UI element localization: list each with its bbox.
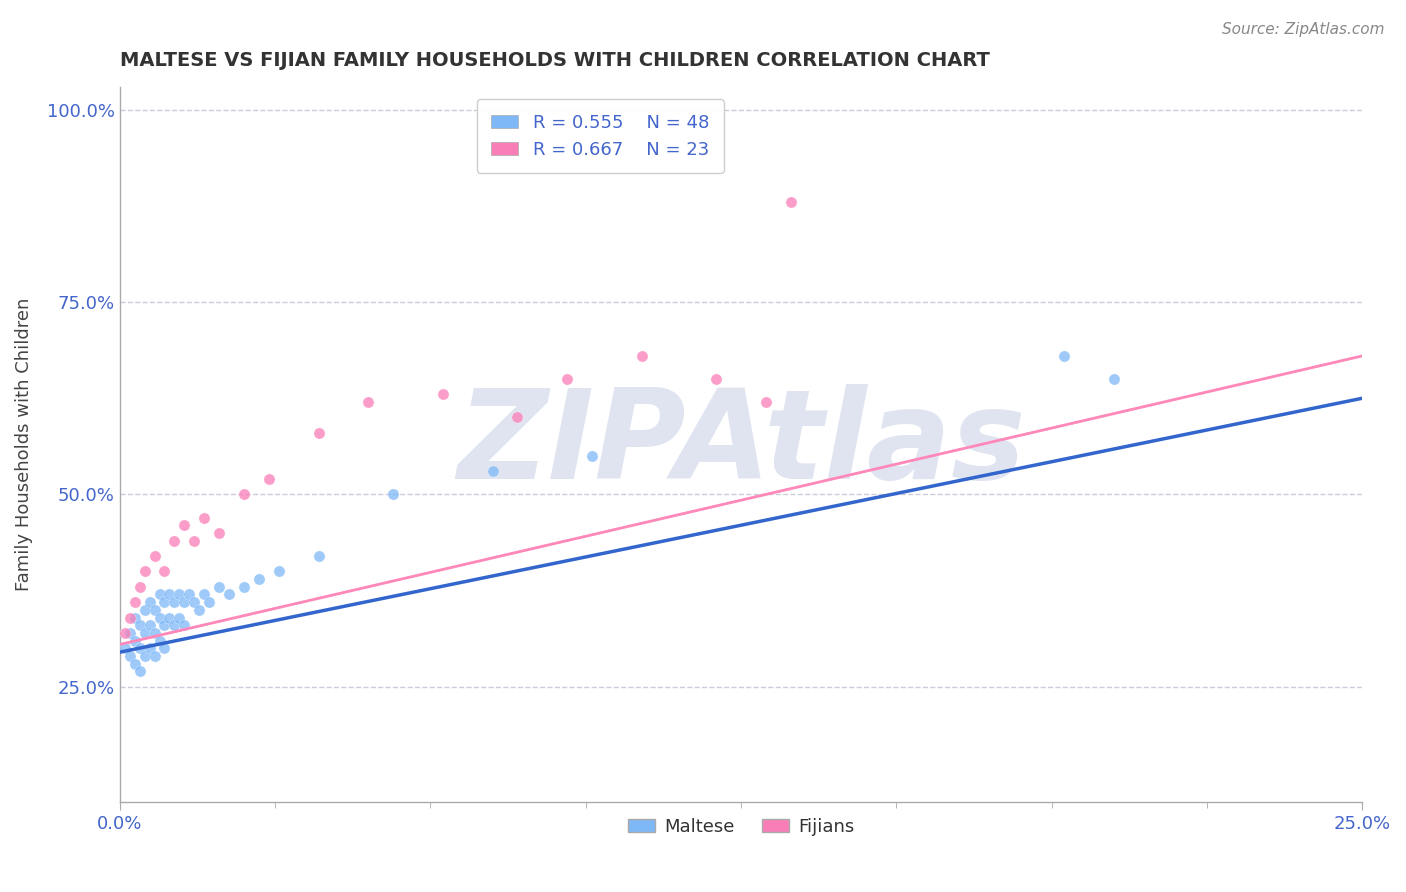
Text: MALTESE VS FIJIAN FAMILY HOUSEHOLDS WITH CHILDREN CORRELATION CHART: MALTESE VS FIJIAN FAMILY HOUSEHOLDS WITH…	[120, 51, 990, 70]
Point	[183, 595, 205, 609]
Point	[118, 626, 141, 640]
Point	[208, 525, 231, 540]
Point	[159, 610, 181, 624]
Point	[118, 610, 141, 624]
Point	[1102, 372, 1125, 386]
Point	[128, 641, 150, 656]
Point	[163, 533, 186, 548]
Point	[148, 633, 170, 648]
Point	[153, 595, 176, 609]
Point	[124, 633, 146, 648]
Point	[134, 603, 156, 617]
Point	[143, 648, 166, 663]
Point	[581, 449, 603, 463]
Point	[267, 565, 290, 579]
Point	[308, 425, 330, 440]
Point	[555, 372, 578, 386]
Point	[128, 618, 150, 632]
Point	[432, 387, 454, 401]
Y-axis label: Family Households with Children: Family Households with Children	[15, 298, 32, 591]
Point	[153, 565, 176, 579]
Point	[173, 595, 195, 609]
Point	[779, 194, 801, 209]
Point	[704, 372, 727, 386]
Point	[124, 595, 146, 609]
Point	[481, 464, 503, 478]
Point	[124, 610, 146, 624]
Text: ZIPAtlas: ZIPAtlas	[457, 384, 1025, 505]
Point	[169, 610, 191, 624]
Point	[1053, 349, 1076, 363]
Point	[134, 565, 156, 579]
Point	[153, 618, 176, 632]
Point	[128, 580, 150, 594]
Point	[159, 587, 181, 601]
Point	[257, 472, 280, 486]
Point	[163, 595, 186, 609]
Point	[114, 626, 136, 640]
Point	[173, 518, 195, 533]
Point	[173, 618, 195, 632]
Point	[163, 618, 186, 632]
Point	[128, 665, 150, 679]
Point	[114, 641, 136, 656]
Point	[169, 587, 191, 601]
Point	[193, 510, 215, 524]
Point	[134, 626, 156, 640]
Point	[755, 395, 778, 409]
Legend: Maltese, Fijians: Maltese, Fijians	[621, 811, 862, 843]
Point	[233, 487, 256, 501]
Point	[188, 603, 211, 617]
Point	[153, 641, 176, 656]
Text: Source: ZipAtlas.com: Source: ZipAtlas.com	[1222, 22, 1385, 37]
Point	[218, 587, 240, 601]
Point	[193, 587, 215, 601]
Point	[308, 549, 330, 563]
Point	[148, 587, 170, 601]
Point	[382, 487, 405, 501]
Point	[148, 610, 170, 624]
Point	[183, 533, 205, 548]
Point	[198, 595, 221, 609]
Point	[208, 580, 231, 594]
Point	[357, 395, 380, 409]
Point	[138, 595, 160, 609]
Point	[143, 603, 166, 617]
Point	[179, 587, 201, 601]
Point	[143, 549, 166, 563]
Point	[233, 580, 256, 594]
Point	[138, 618, 160, 632]
Point	[506, 410, 529, 425]
Point	[124, 657, 146, 671]
Point	[134, 648, 156, 663]
Point	[143, 626, 166, 640]
Point	[138, 641, 160, 656]
Point	[247, 572, 270, 586]
Point	[630, 349, 652, 363]
Point	[118, 648, 141, 663]
